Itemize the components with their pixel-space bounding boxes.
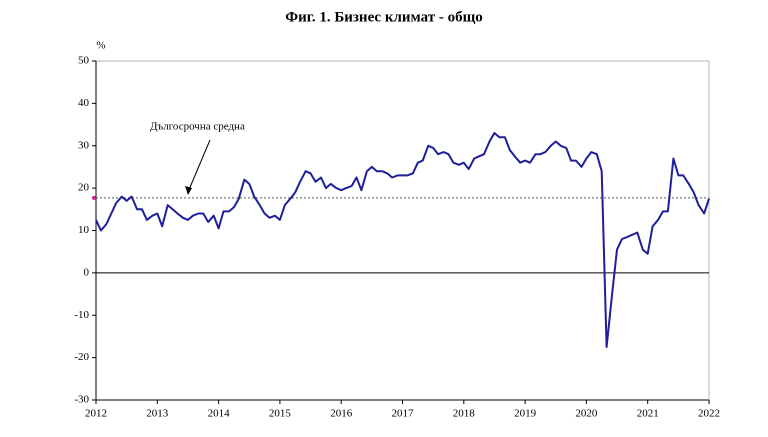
x-tick-label: 2020 [575, 408, 598, 420]
y-tick-label: 10 [78, 224, 90, 236]
x-tick-label: 2019 [514, 408, 537, 420]
y-tick-label: 50 [78, 55, 90, 67]
annotation-arrow [187, 139, 211, 193]
x-tick-label: 2013 [146, 408, 169, 420]
chart-title: Фиг. 1. Бизнес климат - общо [285, 9, 483, 25]
x-tick-label: 2018 [453, 408, 476, 420]
annotation: Дългосрочна средна [150, 121, 245, 133]
x-tick-label: 2021 [637, 408, 659, 420]
plot-frame [95, 60, 710, 401]
x-tick-label: 2016 [330, 408, 353, 420]
x-tick-label: 2022 [698, 408, 720, 420]
x-tick-label: 2017 [392, 408, 415, 420]
y-tick-label: 20 [78, 182, 90, 194]
y-tick-label: -30 [74, 394, 89, 406]
x-tick-label: 2015 [269, 408, 292, 420]
average-marker [92, 195, 96, 200]
y-unit: % [96, 40, 105, 52]
y-tick-label: 30 [78, 139, 90, 151]
y-tick-label: -10 [74, 309, 89, 321]
y-tick-label: -20 [74, 351, 89, 363]
x-tick-label: 2012 [85, 408, 107, 420]
x-tick-label: 2014 [208, 408, 231, 420]
y-tick-label: 40 [78, 97, 90, 109]
arrow-head [185, 186, 192, 195]
data-line [95, 132, 710, 348]
y-tick-label: 0 [84, 266, 90, 278]
